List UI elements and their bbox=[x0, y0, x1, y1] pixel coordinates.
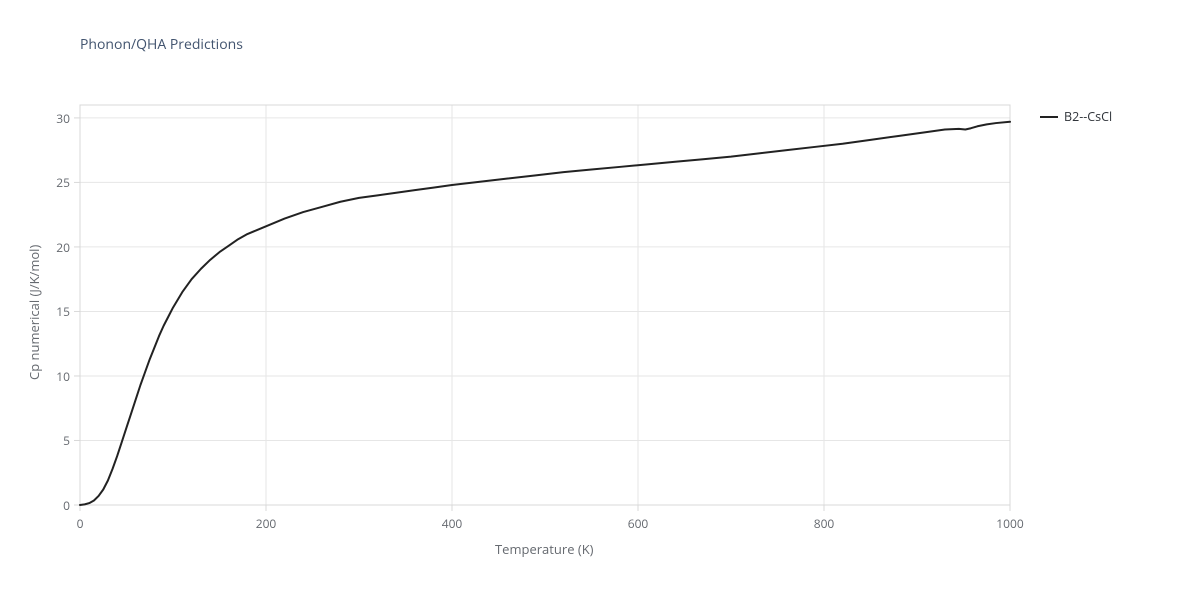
x-tick-label: 0 bbox=[77, 515, 84, 532]
y-tick-label: 30 bbox=[40, 110, 70, 127]
y-tick-label: 10 bbox=[40, 368, 70, 385]
chart-title: Phonon/QHA Predictions bbox=[80, 35, 243, 54]
legend-line-icon bbox=[1040, 116, 1058, 118]
chart-container: Phonon/QHA Predictions Cp numerical (J/K… bbox=[0, 0, 1200, 600]
x-tick-label: 400 bbox=[442, 515, 463, 532]
x-tick-label: 600 bbox=[628, 515, 649, 532]
y-tick-label: 0 bbox=[40, 497, 70, 514]
legend-label: B2--CsCl bbox=[1064, 108, 1112, 125]
plot-area bbox=[73, 104, 1011, 512]
x-axis-label: Temperature (K) bbox=[495, 540, 594, 558]
y-tick-label: 15 bbox=[40, 303, 70, 320]
x-tick-label: 200 bbox=[256, 515, 277, 532]
x-tick-label: 800 bbox=[814, 515, 835, 532]
y-tick-label: 25 bbox=[40, 174, 70, 191]
y-tick-label: 5 bbox=[40, 432, 70, 449]
x-tick-label: 1000 bbox=[996, 515, 1023, 532]
legend: B2--CsCl bbox=[1040, 108, 1112, 125]
y-tick-label: 20 bbox=[40, 239, 70, 256]
